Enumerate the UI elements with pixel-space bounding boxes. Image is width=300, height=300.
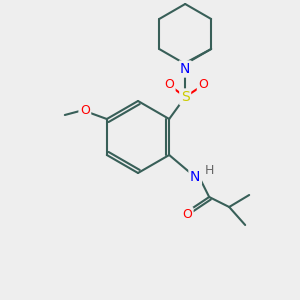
Text: N: N	[190, 170, 200, 184]
Text: O: O	[198, 79, 208, 92]
Text: O: O	[80, 104, 90, 118]
Text: S: S	[181, 90, 190, 104]
Text: O: O	[182, 208, 192, 221]
Text: H: H	[205, 164, 214, 178]
Text: O: O	[164, 79, 174, 92]
Text: N: N	[180, 62, 190, 76]
